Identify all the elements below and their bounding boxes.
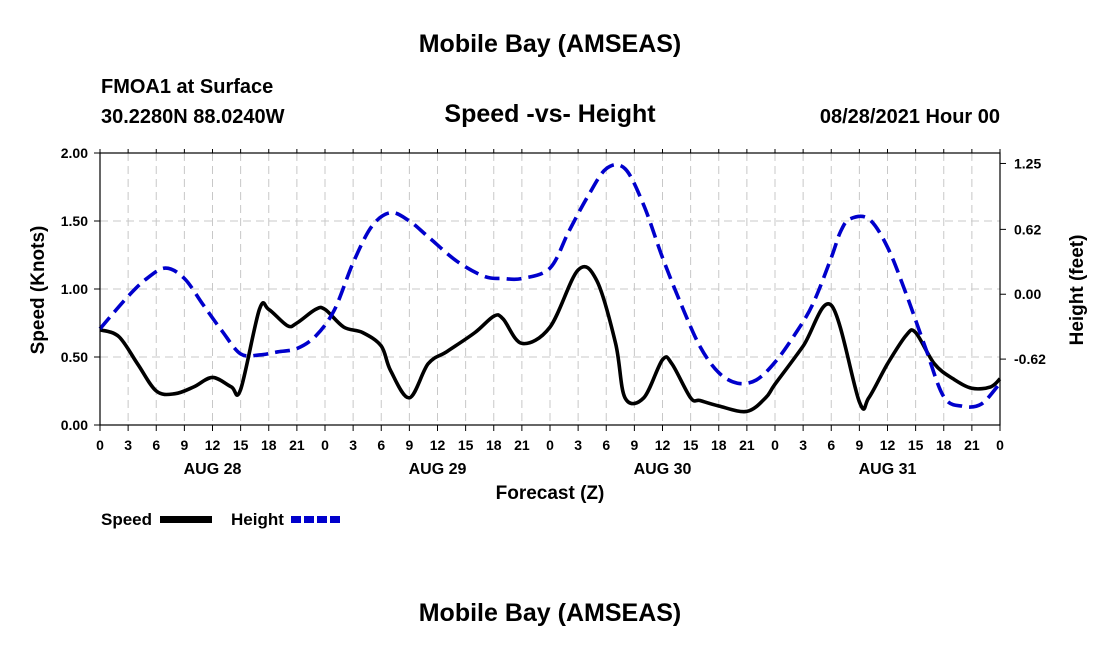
x-tick-label: 0 [771,437,779,453]
y-tick-label-left: 1.00 [61,281,88,297]
x-tick-label: 21 [289,437,305,453]
x-tick-label: 21 [739,437,755,453]
x-tick-label: 12 [880,437,896,453]
legend-height-label: Height [231,510,284,529]
series-line-speed [99,264,1002,414]
x-tick-label: 0 [996,437,1004,453]
x-tick-label: 18 [261,437,277,453]
y-tick-label-right: 0.62 [1014,221,1041,237]
station-name: FMOA1 at Surface [101,76,274,98]
x-tick-label: 12 [430,437,446,453]
day-label: AUG 30 [634,461,692,478]
x-tick-label: 6 [377,437,385,453]
x-tick-label: 3 [574,437,582,453]
station-coordinates: 30.2280N 88.0240W [101,106,285,128]
y-axis-label-right: Height (feet) [1067,235,1088,346]
x-tick-label: 0 [546,437,554,453]
y-tick-label-right: -0.62 [1014,351,1046,367]
y-axis-label-left: Speed (Knots) [28,226,49,355]
x-axis-label: Forecast (Z) [495,483,605,504]
x-tick-label: 15 [233,437,249,453]
footer-title: Mobile Bay (AMSEAS) [418,599,682,627]
x-tick-label: 12 [655,437,671,453]
chart-subtitle: Speed -vs- Height [444,100,656,128]
forecast-runtime: 08/28/2021 Hour 00 [819,106,1000,128]
series-lines [98,162,1002,414]
legend-height-swatch [291,516,343,523]
x-tick-label: 3 [124,437,132,453]
x-tick-label: 18 [486,437,502,453]
x-tick-label: 9 [405,437,413,453]
x-tick-label: 3 [799,437,807,453]
x-tick-label: 18 [936,437,952,453]
x-tick-label: 21 [514,437,530,453]
x-tick-label: 9 [180,437,188,453]
day-label: AUG 29 [409,461,467,478]
day-label: AUG 28 [184,461,242,478]
plot-frame [99,152,1001,426]
x-tick-label: 12 [205,437,221,453]
y-tick-label-left: 1.50 [61,213,88,229]
y-tick-label-left: 0.00 [61,417,88,433]
y-tick-label-right: 1.25 [1014,155,1041,171]
x-tick-label: 9 [630,437,638,453]
day-label: AUG 31 [859,461,917,478]
x-tick-label: 0 [321,437,329,453]
y-tick-label-right: 0.00 [1014,286,1041,302]
x-tick-label: 6 [152,437,160,453]
y-tick-label-left: 0.50 [61,349,88,365]
legend-speed-swatch [160,516,212,523]
x-tick-label: 0 [96,437,104,453]
x-tick-label: 15 [908,437,924,453]
x-tick-label: 15 [458,437,474,453]
x-tick-label: 6 [602,437,610,453]
x-tick-label: 18 [711,437,727,453]
y-tick-label-left: 2.00 [61,145,88,161]
x-tick-label: 15 [683,437,699,453]
x-tick-label: 21 [964,437,980,453]
grid-lines [100,153,1000,425]
axis-ticks [94,149,1006,431]
x-tick-label: 9 [855,437,863,453]
chart-title: Mobile Bay (AMSEAS) [418,30,682,58]
x-tick-label: 6 [827,437,835,453]
series-line-height [98,162,1002,409]
legend-speed-label: Speed [101,510,153,529]
tick-labels: 0 3 6 9 12 15 18 21 0 3 6 9 12 15 18 21 0 3 6 9 12 15 18 21 0 3 6 9… [61,145,1046,478]
x-tick-label: 3 [349,437,357,453]
